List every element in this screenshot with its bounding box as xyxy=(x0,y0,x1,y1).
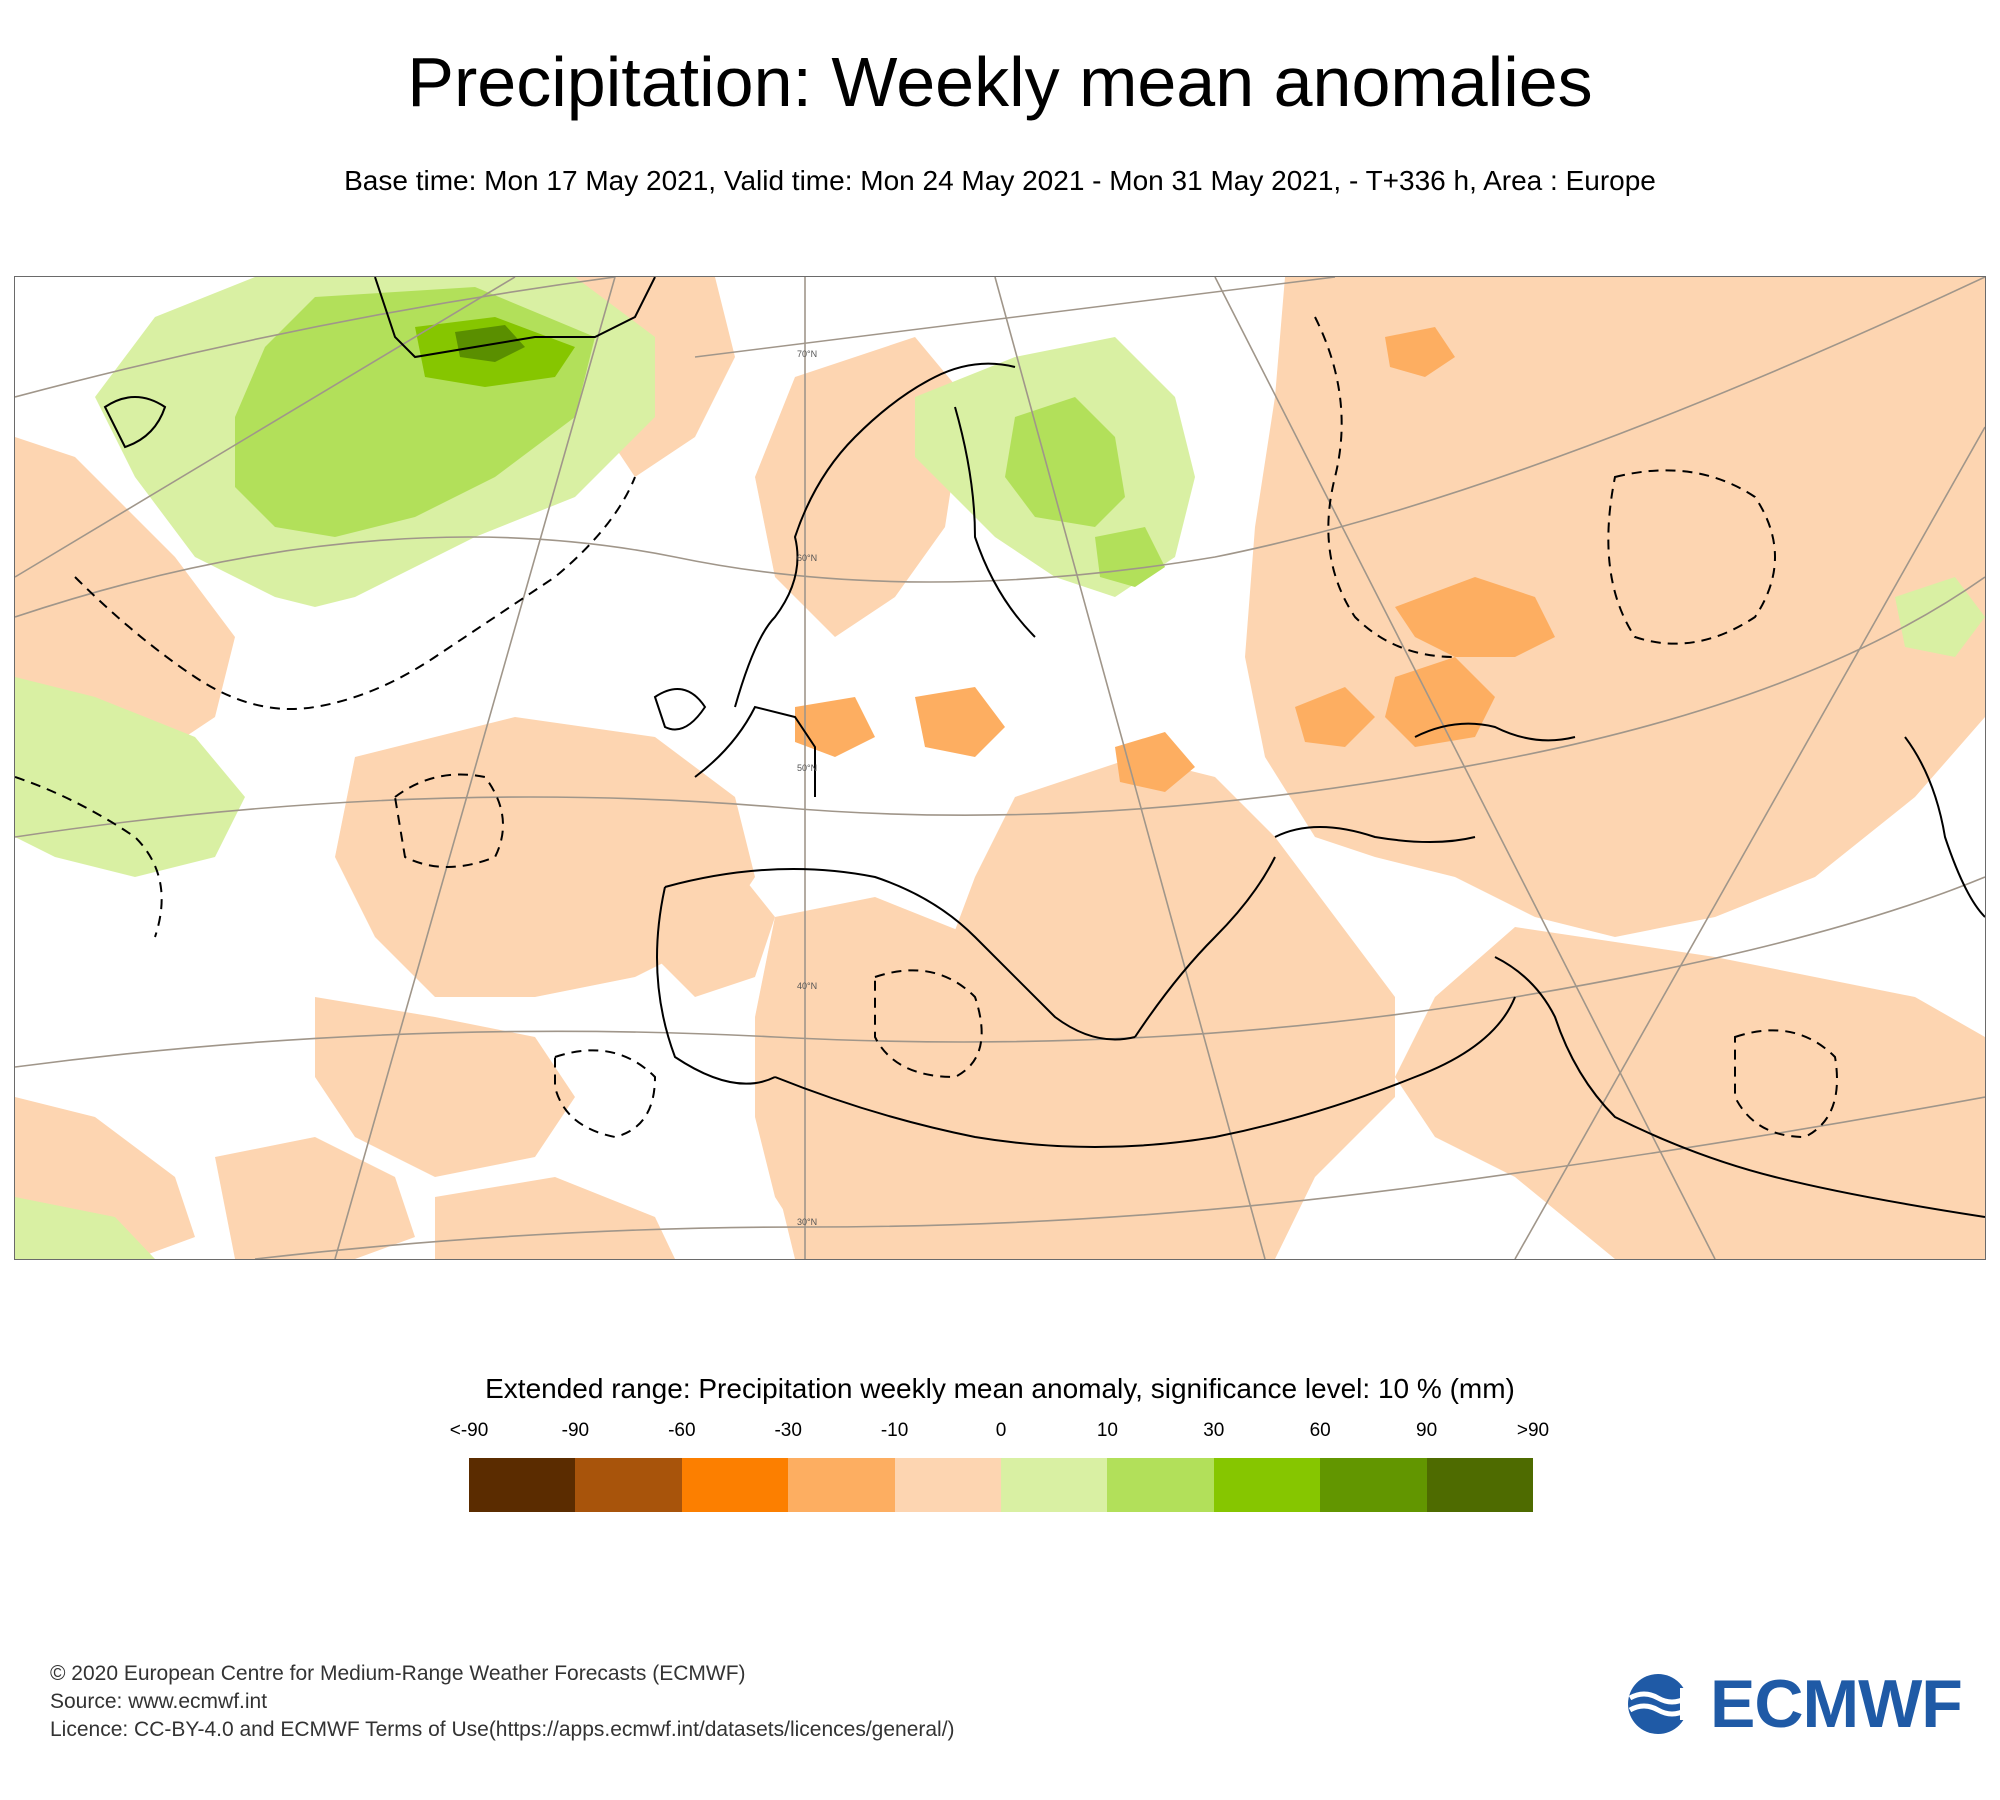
legend-tick: -30 xyxy=(774,1420,802,1441)
lat-label-40: 40°N xyxy=(797,981,818,991)
lat-label-70: 70°N xyxy=(797,349,818,359)
color-legend: <-90 -90 -60 -30 -10 0 10 30 60 90 >90 xyxy=(450,1420,1549,1520)
legend-swatch xyxy=(1213,1458,1321,1512)
graticule xyxy=(15,277,1985,1259)
legend-tick: <-90 xyxy=(449,1420,489,1441)
legend-swatch xyxy=(681,1458,789,1512)
ecmwf-logo-icon xyxy=(1628,1674,1700,1734)
page-title: Precipitation: Weekly mean anomalies xyxy=(407,43,1593,121)
legend-swatch xyxy=(469,1458,576,1512)
legend-color-bar xyxy=(469,1458,1534,1512)
copyright-text: © 2020 European Centre for Medium-Range … xyxy=(50,1662,746,1685)
licence-text: Licence: CC-BY-4.0 and ECMWF Terms of Us… xyxy=(50,1718,955,1741)
legend-swatch xyxy=(894,1458,1002,1512)
lat-label-50: 50°N xyxy=(797,763,818,773)
coastlines xyxy=(103,277,1985,1218)
legend-tick: >90 xyxy=(1516,1420,1550,1441)
legend-tick: -10 xyxy=(880,1420,909,1441)
ecmwf-logo: ECMWF xyxy=(1622,1668,1963,1740)
legend-tick: 90 xyxy=(1416,1420,1438,1441)
legend-title: Extended range: Precipitation weekly mea… xyxy=(485,1373,1515,1404)
legend-tick: 10 xyxy=(1096,1420,1118,1441)
lat-label-30: 30°N xyxy=(797,1217,818,1227)
legend-swatch xyxy=(788,1458,895,1512)
anomaly-map: 70°N 60°N 50°N 40°N 30°N xyxy=(14,276,1986,1260)
legend-swatch xyxy=(1320,1458,1427,1512)
footer: © 2020 European Centre for Medium-Range … xyxy=(50,1660,955,1744)
ecmwf-logo-text: ECMWF xyxy=(1710,1666,1963,1742)
significance-contours xyxy=(15,316,1838,1139)
legend-tick: -60 xyxy=(668,1420,696,1441)
source-text: Source: www.ecmwf.int xyxy=(50,1690,268,1713)
legend-swatch xyxy=(1001,1458,1108,1512)
legend-tick: 60 xyxy=(1309,1420,1331,1441)
legend-tick: 0 xyxy=(995,1420,1007,1441)
legend-tick: 30 xyxy=(1203,1420,1225,1441)
negative-anomaly-areas xyxy=(15,277,1985,1259)
lat-label-60: 60°N xyxy=(797,553,818,563)
map-canvas xyxy=(15,277,1985,1259)
legend-swatch xyxy=(1107,1458,1214,1512)
page-subtitle: Base time: Mon 17 May 2021, Valid time: … xyxy=(344,165,1656,196)
legend-tick: -90 xyxy=(561,1420,590,1441)
legend-swatch xyxy=(1426,1458,1534,1512)
legend-swatch xyxy=(575,1458,682,1512)
